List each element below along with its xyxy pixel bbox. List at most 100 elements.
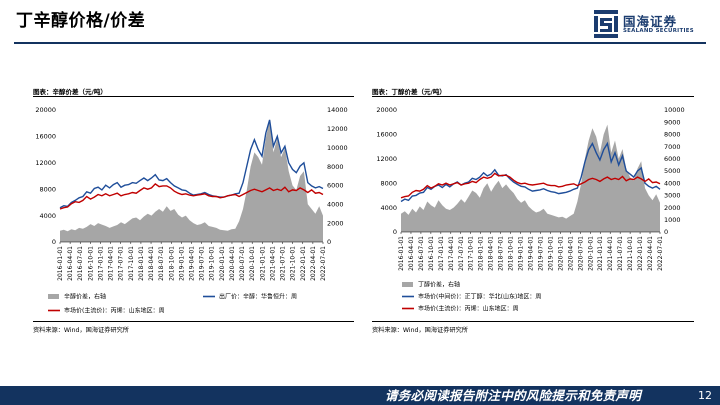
chart-2-xtick-label: 2022-07-01 (657, 236, 664, 271)
chart-1-xtick-label: 2016-04-01 (67, 246, 74, 281)
chart-1-xtick-label: 2020-10-01 (249, 246, 256, 281)
chart-2-ytick-left: 12000 (376, 155, 397, 163)
chart-2: 0 4000 8000 12000 16000 20000 0 1000 2000 3000 400… (376, 106, 685, 313)
chart-2-ytick-right: 7000 (664, 143, 681, 151)
chart-1-source: 资料来源：Wind，国海证券研究所 (33, 327, 129, 334)
chart-1-xtick-label: 2021-04-01 (269, 246, 276, 281)
chart-2-xtick-label: 2019-04-01 (528, 236, 535, 271)
chart-2-xtick-label: 2022-04-01 (647, 236, 654, 271)
chart-2-series-2-line (400, 172, 661, 199)
chart-2-xtick-label: 2018-01-01 (478, 236, 485, 271)
chart-2-xtick-label: 2016-04-01 (408, 236, 415, 271)
chart-2-ytick-right: 4000 (664, 179, 681, 187)
chart-2-ytick-left: 16000 (376, 131, 397, 139)
chart-1-ytick-right: 10000 (327, 144, 348, 152)
chart-2-xtick-label: 2021-10-01 (627, 236, 634, 271)
chart-1-xtick-label: 2022-04-01 (310, 246, 317, 281)
chart-2-top-rule (372, 96, 694, 97)
chart-2-ytick-left: 4000 (380, 204, 397, 212)
chart-2-ytick-right: 0 (664, 228, 668, 236)
chart-2-xtick-label: 2016-07-01 (418, 236, 425, 271)
chart-2-ytick-left: 0 (393, 228, 397, 236)
chart-1-ytick-left: 8000 (39, 185, 56, 193)
chart-2-ytick-right: 6000 (664, 155, 681, 163)
chart-1-legend-label: 出厂价：辛醇：华鲁恒升：周 (219, 293, 297, 301)
chart-2-xtick-label: 2019-01-01 (518, 236, 525, 271)
chart-2-xtick-label: 2021-07-01 (617, 236, 624, 271)
chart-1-title: 图表：辛醇价差（元/吨） (33, 88, 107, 96)
chart-2-title: 图表：丁醇价差（元/吨） (372, 88, 446, 96)
chart-1-xtick-label: 2017-07-01 (118, 246, 125, 281)
chart-2-xtick-label: 2020-10-01 (587, 236, 594, 271)
brand-logo: 国海证券 SEALAND SECURITIES (594, 10, 714, 40)
chart-1: 0 4000 8000 12000 16000 20000 0 2000 4000 6000 800… (35, 106, 348, 315)
footer-bar (0, 386, 720, 405)
page-number: 12 (698, 389, 712, 402)
chart-1-xtick-label: 2022-07-01 (320, 246, 327, 281)
chart-1-xtick-label: 2016-01-01 (57, 246, 64, 281)
footer-disclaimer: 请务必阅读报告附注中的风险提示和免责声明 (385, 388, 642, 403)
chart-1-ytick-left: 4000 (39, 212, 56, 220)
chart-1-xtick-label: 2019-10-01 (209, 246, 216, 281)
chart-1-bottom-rule (33, 321, 354, 322)
chart-2-legend-label: 丁醇价差，右轴 (418, 281, 460, 289)
chart-2-legend-label: 市场价(中间价)：正丁醇：华北(山东)地区：周 (418, 293, 541, 301)
chart-1-xtick-label: 2018-10-01 (168, 246, 175, 281)
chart-1-series-0-area (60, 119, 323, 242)
chart-2-xtick-label: 2018-04-01 (488, 236, 495, 271)
chart-2-xtick-label: 2016-01-01 (398, 236, 405, 271)
logo-mark-icon (594, 10, 618, 38)
chart-1-xtick-label: 2017-01-01 (97, 246, 104, 281)
chart-1-ytick-left: 12000 (35, 159, 56, 167)
chart-1-xtick-label: 2018-07-01 (158, 246, 165, 281)
chart-2-ytick-right: 9000 (664, 118, 681, 126)
chart-2-xtick-label: 2018-10-01 (508, 236, 515, 271)
chart-2-ytick-right: 5000 (664, 167, 681, 175)
brand-name-cn: 国海证券 (623, 14, 678, 29)
chart-1-legend-label: 市场价(主流价)：丙烯：山东地区：周 (64, 307, 165, 315)
chart-1-xtick-label: 2016-10-01 (87, 246, 94, 281)
chart-2-xtick-label: 2021-04-01 (607, 236, 614, 271)
chart-2-ytick-right: 3000 (664, 192, 681, 200)
chart-2-xtick-label: 2021-01-01 (597, 236, 604, 271)
chart-2-xtick-label: 2019-07-01 (537, 236, 544, 271)
chart-1-xtick-label: 2018-01-01 (138, 246, 145, 281)
chart-2-legend-swatch (402, 282, 413, 287)
chart-2-source: 资料来源：Wind，国海证券研究所 (372, 327, 468, 334)
chart-2-legend-label: 市场价(主流价)：丙烯：山东地区：周 (418, 305, 519, 313)
chart-1-ytick-right: 2000 (327, 219, 344, 227)
chart-1-xtick-label: 2019-01-01 (178, 246, 185, 281)
chart-1-ytick-right: 0 (327, 238, 331, 246)
chart-2-xtick-label: 2019-10-01 (547, 236, 554, 271)
chart-2-ytick-right: 2000 (664, 204, 681, 212)
chart-2-series-1-line (400, 141, 661, 203)
chart-1-ytick-left: 0 (52, 238, 56, 246)
chart-1-xtick-label: 2017-10-01 (128, 246, 135, 281)
chart-1-ytick-right: 12000 (327, 125, 348, 133)
chart-1-xtick-label: 2016-07-01 (77, 246, 84, 281)
chart-2-ytick-right: 8000 (664, 131, 681, 139)
chart-2-ytick-right: 10000 (664, 106, 685, 114)
chart-2-xtick-label: 2022-01-01 (637, 236, 644, 271)
chart-1-top-rule (33, 96, 354, 97)
chart-2-bottom-rule (372, 321, 694, 322)
chart-2-xtick-label: 2020-04-01 (567, 236, 574, 271)
chart-1-xtick-label: 2020-07-01 (239, 246, 246, 281)
chart-1-ytick-right: 6000 (327, 182, 344, 190)
chart-2-xtick-label: 2017-10-01 (468, 236, 475, 271)
chart-2-xtick-label: 2020-01-01 (557, 236, 564, 271)
chart-1-xtick-label: 2022-01-01 (300, 246, 307, 281)
chart-1-ytick-right: 8000 (327, 163, 344, 171)
chart-1-xtick-label: 2017-04-01 (108, 246, 115, 281)
chart-1-xtick-label: 2021-07-01 (280, 246, 287, 281)
page-title: 丁辛醇价格/价差 (16, 11, 146, 31)
chart-2-xtick-label: 2017-01-01 (438, 236, 445, 271)
chart-1-xtick-label: 2020-04-01 (229, 246, 236, 281)
brand-name-en: SEALAND SECURITIES (623, 28, 694, 34)
chart-2-ytick-right: 1000 (664, 216, 681, 224)
chart-1-xtick-label: 2019-07-01 (199, 246, 206, 281)
chart-2-xtick-label: 2016-10-01 (428, 236, 435, 271)
chart-1-ytick-left: 16000 (35, 133, 56, 141)
header-divider (14, 42, 706, 44)
chart-2-xtick-label: 2020-07-01 (577, 236, 584, 271)
